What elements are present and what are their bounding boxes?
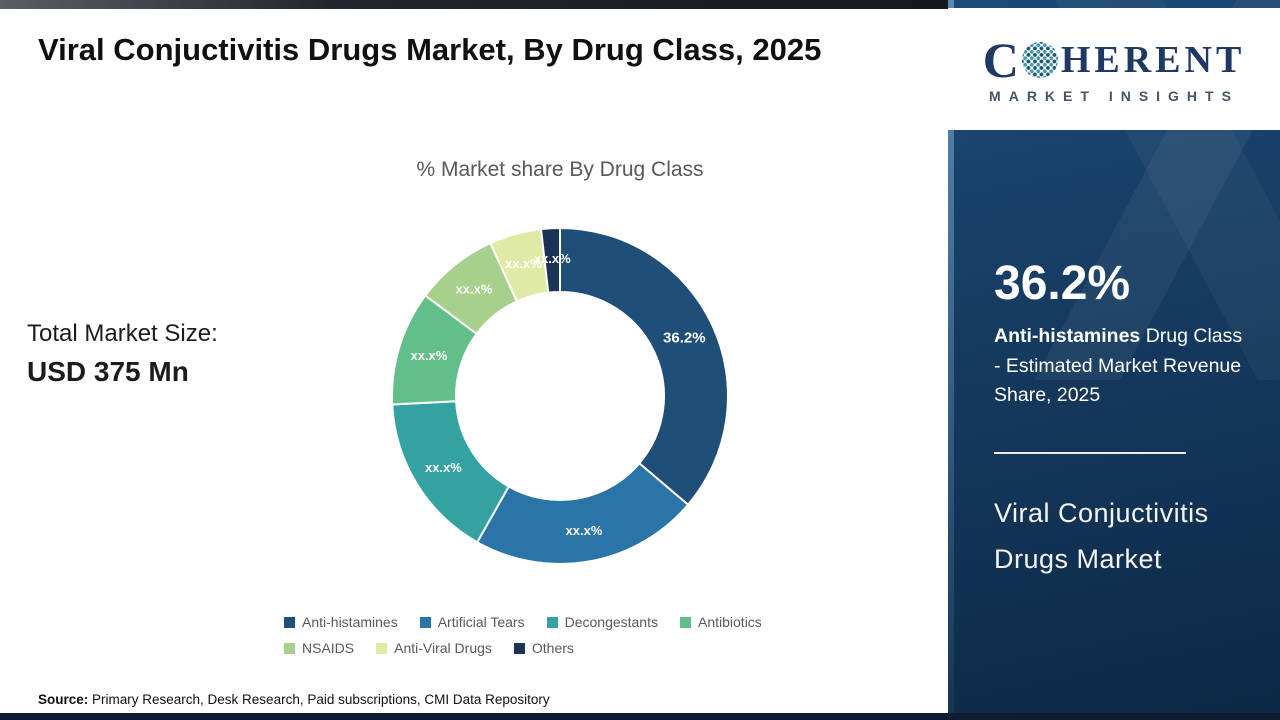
- brand-wordmark: HERENT: [1060, 38, 1246, 81]
- donut-slice-artificial-tears: [476, 462, 690, 565]
- legend-swatch: [376, 642, 388, 654]
- brand-letter-c: C: [982, 31, 1019, 88]
- slice-value-label: xx.x%: [505, 256, 542, 271]
- legend-swatch: [680, 616, 691, 628]
- source-label: Source:: [38, 692, 89, 707]
- panel-divider: [994, 452, 1186, 454]
- legend-label: Anti-Viral Drugs: [394, 640, 492, 656]
- brand-logo: C HERENT: [983, 35, 1246, 85]
- chart-legend: Anti-histamines Artificial Tears Decongest…: [284, 614, 832, 656]
- dot-globe-icon: [1021, 41, 1058, 78]
- legend-label: Anti-histamines: [302, 614, 398, 630]
- top-accent-bar: [0, 0, 948, 9]
- legend-item: Decongestants: [546, 614, 658, 630]
- highlight-stat-value: 36.2%: [994, 257, 1131, 310]
- donut-slice-others: [540, 226, 561, 294]
- panel-market-title: Viral Conjuctivitis Drugs Market: [994, 498, 1209, 574]
- total-market-size-value: USD 375 Mn: [27, 356, 189, 387]
- donut-chart: 36.2% xx.x% xx.x% xx.x% xx.x% xx.x% xx.x%: [390, 226, 730, 566]
- sidebar-panel: C HERENT MARKET INSIGHTS 36.2% Anti-hist…: [948, 0, 1280, 720]
- slice-value-label: xx.x%: [534, 251, 571, 266]
- legend-label: Others: [531, 640, 574, 656]
- source-note: Source: Primary Research, Desk Research,…: [38, 692, 550, 707]
- slice-value-label: xx.x%: [566, 523, 603, 538]
- slice-value-label: xx.x%: [425, 460, 462, 475]
- brand-logo-card: C HERENT MARKET INSIGHTS: [948, 8, 1280, 130]
- panel-edge-stripe: [948, 0, 954, 720]
- legend-label: Antibiotics: [698, 614, 762, 630]
- legend-item: NSAIDS: [284, 640, 354, 656]
- legend-item: Anti-Viral Drugs: [376, 640, 492, 656]
- legend-swatch: [284, 616, 295, 628]
- slice-value-label: 36.2%: [663, 329, 706, 346]
- legend-item: Antibiotics: [680, 614, 762, 630]
- highlight-stat-description: Anti-histamines Drug Class - Estimated M…: [994, 322, 1246, 411]
- legend-item: Others: [513, 640, 574, 656]
- legend-label: NSAIDS: [302, 640, 355, 656]
- legend-item: Anti-histamines: [284, 614, 398, 630]
- slide-title: Viral Conjuctivitis Drugs Market, By Dru…: [38, 32, 822, 67]
- highlight-stat-text: Drug Class - Estimated Market Revenue Sh…: [994, 325, 1243, 406]
- donut-slice-anti-histamines: [559, 227, 729, 506]
- legend-swatch: [419, 616, 431, 628]
- bottom-accent-bar: [0, 713, 1280, 720]
- donut-chart-svg: 36.2%xx.x%xx.x%xx.x%xx.x%xx.x%xx.x%: [391, 226, 729, 565]
- slice-value-label: xx.x%: [410, 348, 447, 363]
- brand-subtitle: MARKET INSIGHTS: [989, 87, 1239, 104]
- legend-swatch: [546, 616, 558, 628]
- legend-label: Decongestants: [564, 614, 658, 630]
- legend-item: Artificial Tears: [419, 614, 525, 630]
- slice-value-label: xx.x%: [456, 281, 493, 296]
- legend-label: Artificial Tears: [437, 614, 525, 630]
- chart-title: % Market share By Drug Class: [416, 158, 704, 181]
- total-market-size: Total Market Size: USD 375 Mn: [27, 320, 218, 388]
- total-market-size-label: Total Market Size:: [27, 320, 218, 347]
- legend-swatch: [513, 642, 525, 654]
- legend-swatch: [284, 642, 295, 654]
- highlight-stat-category: Anti-histamines: [994, 325, 1141, 347]
- source-text: Primary Research, Desk Research, Paid su…: [88, 692, 550, 707]
